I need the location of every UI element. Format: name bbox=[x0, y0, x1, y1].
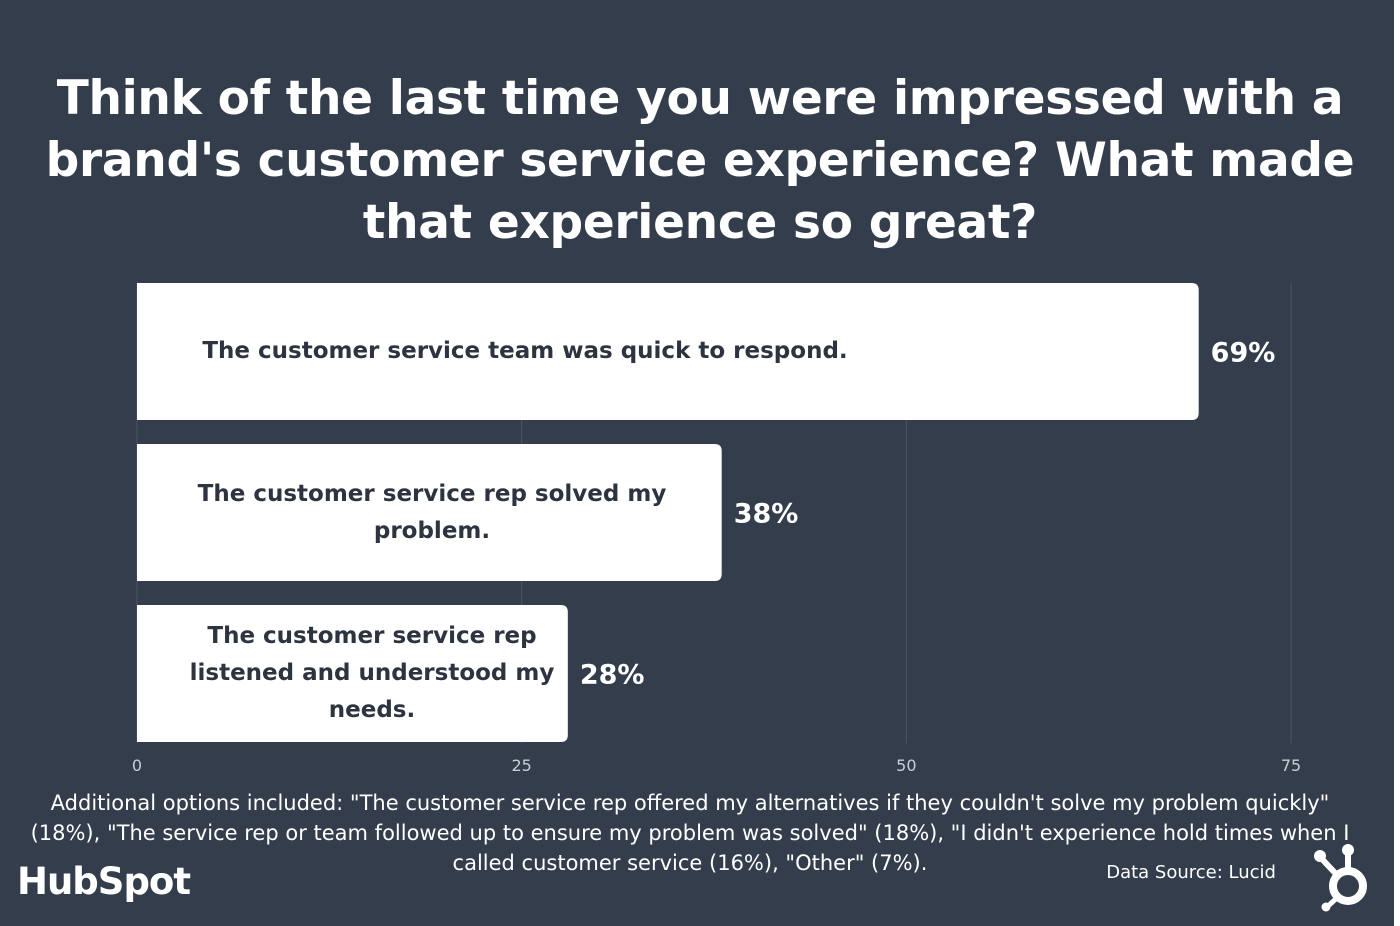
bar bbox=[137, 605, 568, 742]
x-tick-label: 0 bbox=[132, 756, 142, 775]
footnote: Additional options included: "The custom… bbox=[30, 791, 1350, 875]
bar-category-text: The customer service team was quick to r… bbox=[202, 338, 848, 364]
bar bbox=[137, 444, 722, 581]
bar-category-text: The customer service rep listened and un… bbox=[189, 623, 555, 723]
chart-title: Think of the last time you were impresse… bbox=[45, 71, 1355, 250]
bar-category-label: The customer service team was quick to r… bbox=[180, 283, 870, 420]
hubspot-sprocket-icon bbox=[1314, 844, 1367, 912]
bar-value-label: 28% bbox=[580, 660, 645, 691]
bar bbox=[137, 283, 1199, 420]
bar-category-text: The customer service rep solved my probl… bbox=[197, 480, 667, 544]
x-tick-label: 25 bbox=[511, 756, 531, 775]
bar-category-label: The customer service rep solved my probl… bbox=[162, 444, 702, 581]
bar-value-label: 69% bbox=[1211, 338, 1276, 369]
hubspot-logo: HubSpot bbox=[17, 860, 191, 903]
data-source: Data Source: Lucid bbox=[1106, 862, 1276, 883]
bar-chart: 0 25 50 75 69% 38% 28% bbox=[132, 283, 1301, 775]
x-tick-label: 75 bbox=[1281, 756, 1301, 775]
x-tick-label: 50 bbox=[896, 756, 916, 775]
bar-value-label: 38% bbox=[734, 499, 799, 530]
bar-category-label: The customer service rep listened and un… bbox=[162, 605, 582, 742]
